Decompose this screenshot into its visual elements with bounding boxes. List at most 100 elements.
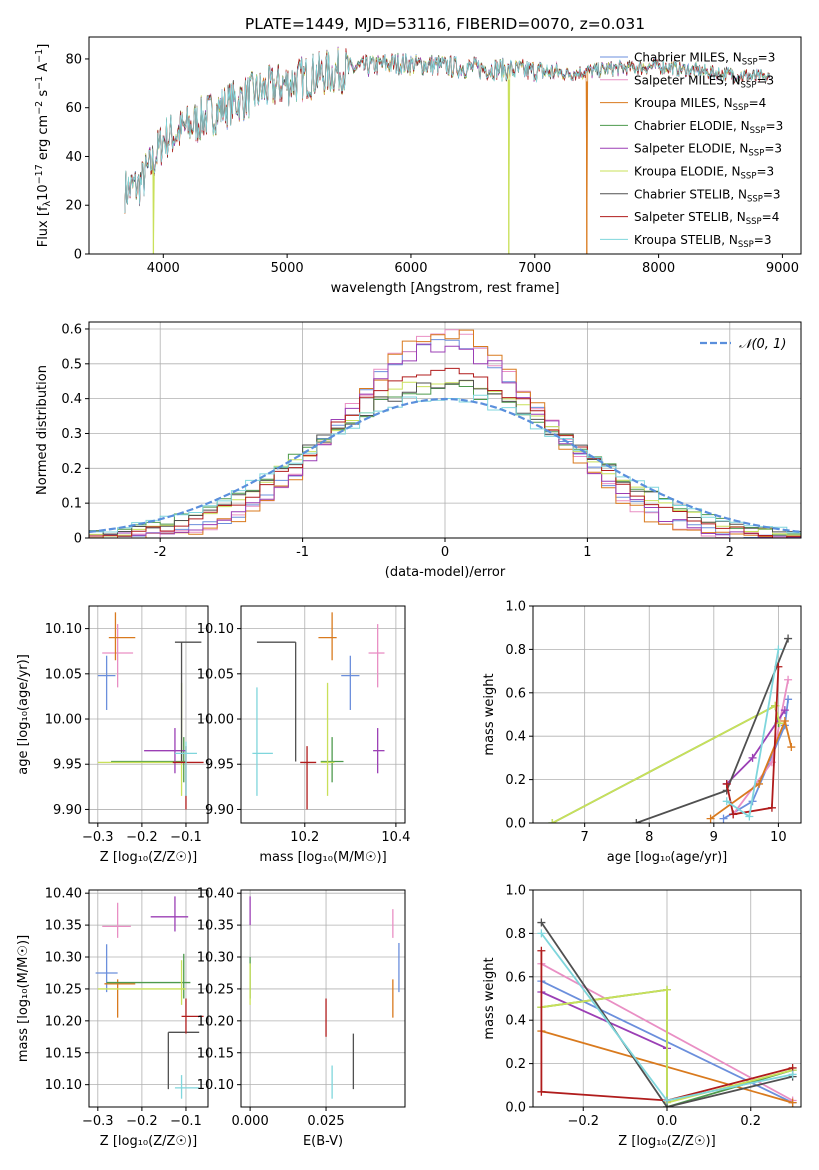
x-tick-label: 5000: [271, 261, 304, 276]
legend-name: Chabrier ELODIE, N: [634, 119, 750, 133]
weight-marker: [745, 812, 754, 821]
residuals-panel: -2 -1 0 1 2 0 0.1 0.2 0.3 0.4 0.5 0.6 (data-model)/e…: [35, 321, 802, 580]
y-axis-label: Normed distribution: [35, 365, 50, 495]
y-tick-label: 10.35: [45, 919, 82, 934]
legend-sub: SSP: [742, 58, 758, 68]
histogram-series: [89, 329, 801, 538]
weight-marker: [537, 929, 546, 938]
x-tick-label: 7: [581, 830, 589, 845]
x-tick-label: -2: [154, 545, 167, 560]
legend-sub: SSP: [733, 103, 749, 113]
normal-curve: [89, 397, 801, 533]
legend-name: Salpeter MILES, N: [634, 73, 741, 87]
y-tick-label: 60: [65, 101, 82, 116]
y-axis-label: mass weight: [482, 673, 497, 755]
legend-entry: Kroupa ELODIE, NSSP=3: [634, 165, 774, 182]
histogram-series: [89, 343, 801, 538]
error-bars: [249, 896, 400, 1099]
x-tick-label: −0.3: [82, 830, 114, 845]
x-axis-label: mass [log₁₀(M/M☉)]: [259, 850, 386, 865]
legend-name: Kroupa STELIB, N: [634, 233, 738, 247]
axes-frame: [88, 889, 209, 1108]
age-vs-z-panel: −0.3 −0.2 −0.1 9.90 9.95 10.00 10.05 10.10 Z [lo…: [16, 605, 209, 865]
weight-lines: [548, 634, 796, 823]
y-tick-label: 10.10: [45, 1078, 82, 1093]
x-tick-label: 6000: [394, 261, 427, 276]
x-axis-label: Z [log₁₀(Z/Z☉)]: [618, 1134, 715, 1149]
weight-series: [540, 950, 793, 1102]
x-tick-label: 10: [770, 830, 787, 845]
axes-frame: [88, 605, 209, 824]
y-label-part: s: [36, 90, 51, 101]
weight-marker: [663, 985, 671, 994]
weight-marker: [788, 1098, 797, 1107]
axes-frame: [240, 889, 406, 1108]
legend-value: =3: [763, 187, 781, 201]
y-tick-label: 80: [65, 52, 82, 67]
x-tick-label: 9: [710, 830, 718, 845]
weight-marker: [632, 819, 641, 823]
y-tick-label: 9.90: [205, 803, 234, 818]
mass-vs-z-panel: −0.3 −0.2 −0.1 10.10 10.15 10.20 10.25 10.30 10.…: [16, 887, 209, 1149]
x-tick-label: −0.1: [170, 1114, 202, 1129]
legend-value: =3: [756, 73, 774, 87]
y-label-part: −1: [34, 76, 45, 90]
legend-entry: Kroupa MILES, NSSP=4: [634, 96, 766, 113]
x-tick-label: 4000: [147, 261, 180, 276]
legend-sub: SSP: [747, 194, 763, 204]
legend-sub: SSP: [741, 80, 757, 90]
legend-entry: Chabrier MILES, NSSP=3: [634, 51, 775, 68]
legend-name: Chabrier STELIB, N: [634, 187, 747, 201]
y-axis-label: mass weight: [482, 957, 497, 1039]
y-tick-label: 0.3: [61, 427, 82, 442]
weight-marker: [706, 814, 715, 823]
legend-value: =4: [749, 96, 767, 110]
y-tick-label: 0: [74, 532, 82, 547]
legend-entry: Kroupa STELIB, NSSP=3: [634, 233, 772, 250]
x-tick-label: 0.0: [657, 1114, 678, 1129]
x-tick-label: −0.3: [82, 1114, 114, 1129]
y-tick-label: 0: [74, 248, 82, 263]
y-tick-label: 0.4: [505, 730, 526, 745]
y-label-part: −2: [34, 101, 45, 115]
legend-entry: Salpeter ELODIE, NSSP=3: [634, 142, 782, 159]
legend-entry: Salpeter STELIB, NSSP=4: [634, 210, 779, 227]
y-label-part: −1: [34, 49, 45, 63]
x-tick-label: 0.000: [232, 1114, 269, 1129]
y-tick-label: 40: [65, 150, 82, 165]
error-bars: [252, 612, 385, 810]
legend-sub: SSP: [738, 240, 754, 250]
x-tick-label: −0.1: [170, 830, 202, 845]
x-axis-label: Z [log₁₀(Z/Z☉)]: [100, 1134, 197, 1149]
weight-marker: [788, 1070, 797, 1079]
x-tick-label: 7000: [518, 261, 551, 276]
weight-marker: [722, 797, 731, 806]
weight-series: [635, 638, 789, 823]
y-label-part: 10: [36, 184, 51, 201]
x-tick-label: −0.2: [126, 830, 158, 845]
weight-marker: [780, 706, 789, 715]
legend-value: =3: [758, 51, 776, 65]
weight-marker: [548, 819, 557, 823]
legend-value: =3: [766, 119, 784, 133]
y-tick-label: 0.6: [61, 322, 82, 337]
chart-title: PLATE=1449, MJD=53116, FIBERID=0070, z=0…: [245, 15, 645, 33]
y-tick-label: 0.5: [61, 357, 82, 372]
legend-value: =3: [754, 233, 772, 247]
legend-entry: Salpeter MILES, NSSP=3: [634, 73, 774, 90]
weight-marker: [780, 717, 789, 726]
y-tick-label: 0.6: [505, 970, 526, 985]
weight-series: [710, 718, 793, 820]
y-tick-label: 10.15: [197, 1046, 234, 1061]
x-tick-label: -1: [296, 545, 309, 560]
x-axis-label: wavelength [Angstrom, rest frame]: [331, 281, 560, 296]
legend-value: =4: [762, 210, 780, 224]
weight-marker: [784, 695, 793, 704]
weight-marker: [775, 719, 784, 728]
y-tick-label: 10.20: [197, 1014, 234, 1029]
y-label-part: Flux [f: [36, 206, 51, 247]
y-tick-label: 1.0: [505, 884, 526, 899]
legend-name: Chabrier MILES, N: [634, 51, 742, 65]
legend-entry: Chabrier ELODIE, NSSP=3: [634, 119, 783, 136]
